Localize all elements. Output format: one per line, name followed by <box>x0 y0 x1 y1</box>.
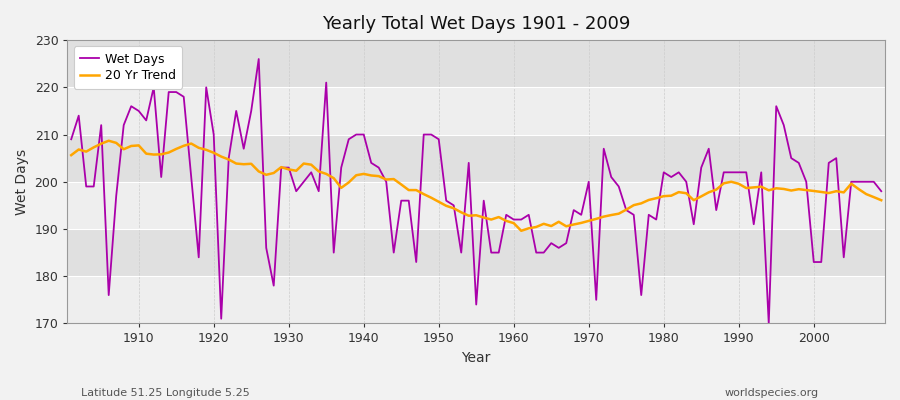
Line: 20 Yr Trend: 20 Yr Trend <box>71 141 881 231</box>
Wet Days <box>606 175 616 180</box>
20 Yr Trend <box>613 211 624 216</box>
Bar <box>68 276 885 324</box>
20 Yr Trend <box>876 198 886 203</box>
Wet Days <box>66 137 77 142</box>
20 Yr Trend <box>523 226 534 231</box>
Bar <box>68 229 885 276</box>
20 Yr Trend <box>508 221 519 226</box>
Bar <box>68 87 885 134</box>
20 Yr Trend <box>343 180 354 185</box>
20 Yr Trend <box>66 153 77 158</box>
Bar <box>68 134 885 182</box>
X-axis label: Year: Year <box>462 351 490 365</box>
Y-axis label: Wet Days: Wet Days <box>15 149 29 215</box>
20 Yr Trend <box>133 143 144 148</box>
Text: worldspecies.org: worldspecies.org <box>724 388 819 398</box>
Wet Days <box>343 137 354 142</box>
Line: Wet Days: Wet Days <box>71 59 881 324</box>
Wet Days <box>253 56 264 61</box>
Wet Days <box>876 189 886 194</box>
Wet Days <box>126 104 137 109</box>
Wet Days <box>298 179 309 184</box>
20 Yr Trend <box>298 161 309 166</box>
20 Yr Trend <box>104 138 114 143</box>
Wet Days <box>508 217 519 222</box>
Legend: Wet Days, 20 Yr Trend: Wet Days, 20 Yr Trend <box>74 46 182 89</box>
Bar <box>68 182 885 229</box>
Wet Days <box>516 217 526 222</box>
20 Yr Trend <box>516 228 526 233</box>
Text: Latitude 51.25 Longitude 5.25: Latitude 51.25 Longitude 5.25 <box>81 388 250 398</box>
Wet Days <box>763 321 774 326</box>
Bar <box>68 40 885 87</box>
Title: Yearly Total Wet Days 1901 - 2009: Yearly Total Wet Days 1901 - 2009 <box>322 15 630 33</box>
